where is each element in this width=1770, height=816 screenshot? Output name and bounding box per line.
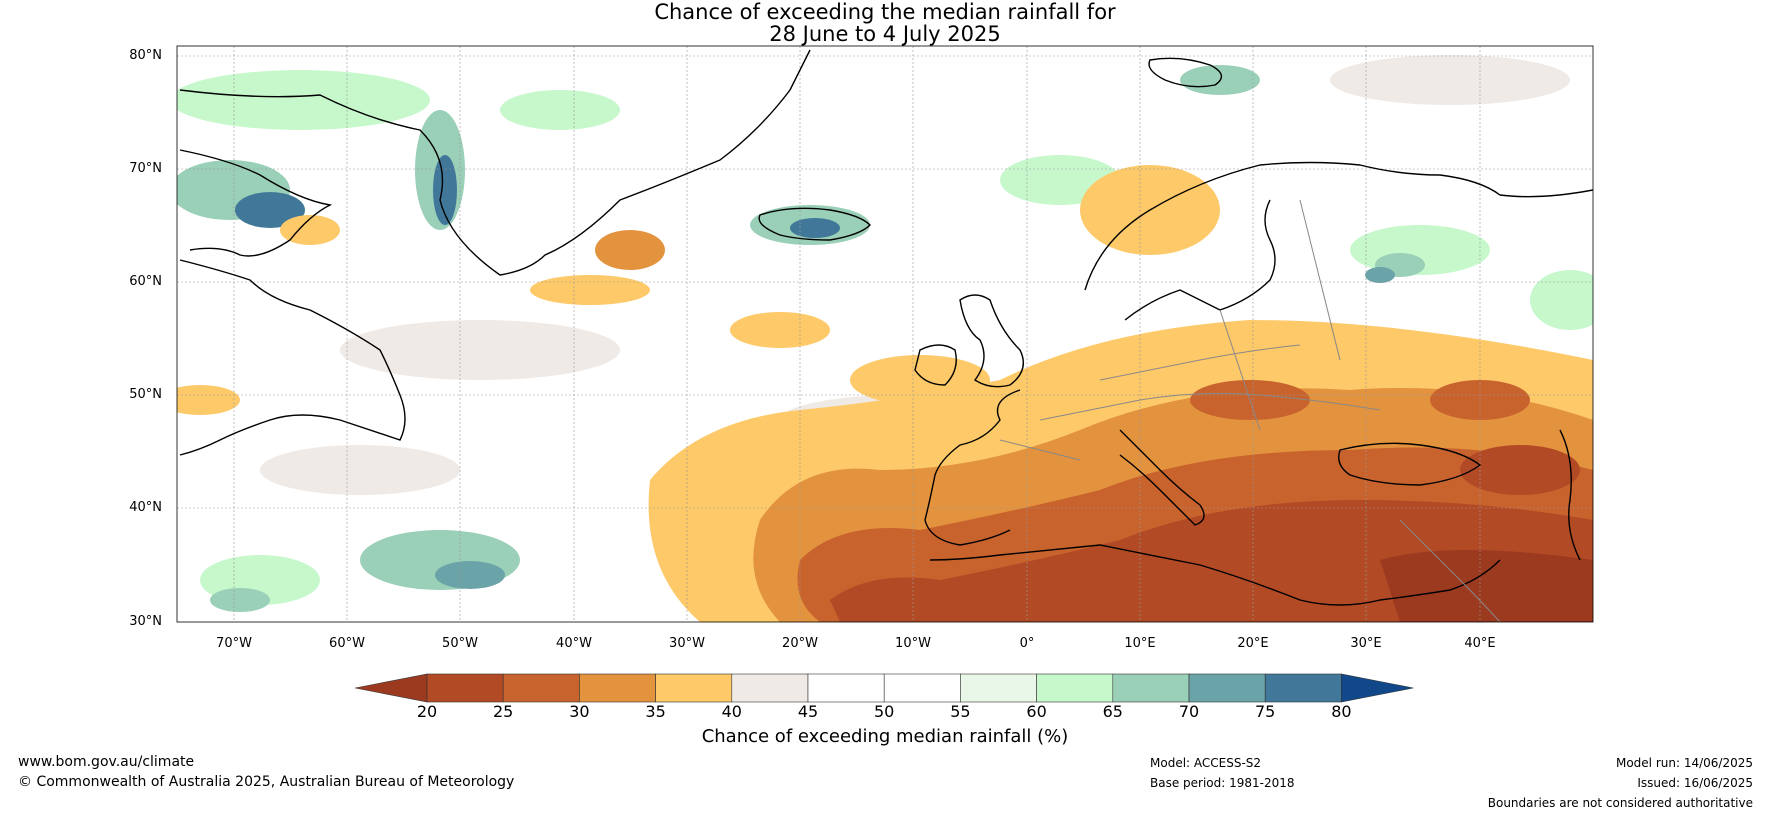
lat-label-30n: 30°N <box>129 614 162 629</box>
lon-label-20e: 20°E <box>1237 636 1269 651</box>
lon-label-10e: 10°E <box>1124 636 1156 651</box>
colorbar-tick-label: 60 <box>1026 702 1047 721</box>
lon-label-20w: 20°W <box>782 636 818 651</box>
colorbar-label: Chance of exceeding median rainfall (%) <box>701 726 1069 747</box>
map-title-line-2: 28 June to 4 July 2025 <box>769 22 1001 46</box>
colorbar-tick-label: 50 <box>874 702 895 721</box>
colorbar-segment <box>1112 673 1190 703</box>
lat-label-60n: 60°N <box>129 274 162 289</box>
colorbar-segment <box>579 673 656 703</box>
colorbar-extend-high <box>1341 673 1414 703</box>
colorbar-segment <box>960 673 1037 703</box>
colorbar-tick-label: 40 <box>721 702 742 721</box>
colorbar-tick-label: 55 <box>950 702 971 721</box>
map-plot-area <box>177 46 1593 622</box>
colorbar-segment <box>731 673 809 703</box>
colorbar-tick-label: 65 <box>1102 702 1123 721</box>
lon-label-40e: 40°E <box>1464 636 1496 651</box>
colorbar-segment <box>807 673 885 703</box>
colorbar-tick-label: 70 <box>1178 702 1200 721</box>
lon-label-30e: 30°E <box>1350 636 1382 651</box>
footer-url: www.bom.gov.au/climate <box>18 754 195 770</box>
lon-label-30w: 30°W <box>669 636 705 651</box>
colorbar-segment <box>1188 673 1266 703</box>
footer-model-run: Model run: 14/06/2025 <box>1615 756 1753 770</box>
lat-label-40n: 40°N <box>129 500 162 515</box>
footer-copyright: © Commonwealth of Australia 2025, Austra… <box>18 774 515 790</box>
rainfall-anomaly-fields <box>177 55 1593 622</box>
footer-base-period: Base period: 1981-2018 <box>1150 776 1295 790</box>
colorbar-segment <box>1036 673 1114 703</box>
lon-label-0: 0° <box>1019 636 1035 651</box>
lon-label-10w: 10°W <box>895 636 931 651</box>
lon-label-50w: 50°W <box>442 636 478 651</box>
colorbar-tick-label: 75 <box>1255 702 1276 721</box>
colorbar-tick-label: 25 <box>493 702 514 721</box>
lon-label-40w: 40°W <box>556 636 592 651</box>
colorbar-extend-low <box>354 673 428 703</box>
map-title-line-1: Chance of exceeding the median rainfall … <box>654 0 1116 24</box>
colorbar-segment <box>1264 673 1342 703</box>
lat-label-50n: 50°N <box>129 387 162 402</box>
map-gridlines <box>177 46 1593 622</box>
colorbar-tick-label: 35 <box>645 702 666 721</box>
coastlines <box>179 49 1593 606</box>
footer-disclaimer: Boundaries are not considered authoritat… <box>1487 796 1753 810</box>
colorbar-tick-label: 30 <box>569 702 590 721</box>
colorbar-segment <box>426 673 504 703</box>
lat-label-70n: 70°N <box>129 161 162 176</box>
colorbar-segment <box>502 673 580 703</box>
colorbar-tick-label: 45 <box>797 702 819 721</box>
colorbar-segment <box>883 673 961 703</box>
colorbar-tick-label: 20 <box>416 702 438 721</box>
colorbar-segments <box>354 673 1414 703</box>
colorbar-tick-label: 80 <box>1331 702 1352 721</box>
country-borders <box>999 199 1501 622</box>
lon-label-70w: 70°W <box>216 636 252 651</box>
lon-label-60w: 60°W <box>329 636 365 651</box>
map-frame <box>176 45 1594 623</box>
lat-label-80n: 80°N <box>129 48 162 63</box>
footer-model: Model: ACCESS-S2 <box>1150 756 1262 770</box>
colorbar-segment <box>655 673 733 703</box>
footer-issued: Issued: 16/06/2025 <box>1637 776 1753 790</box>
